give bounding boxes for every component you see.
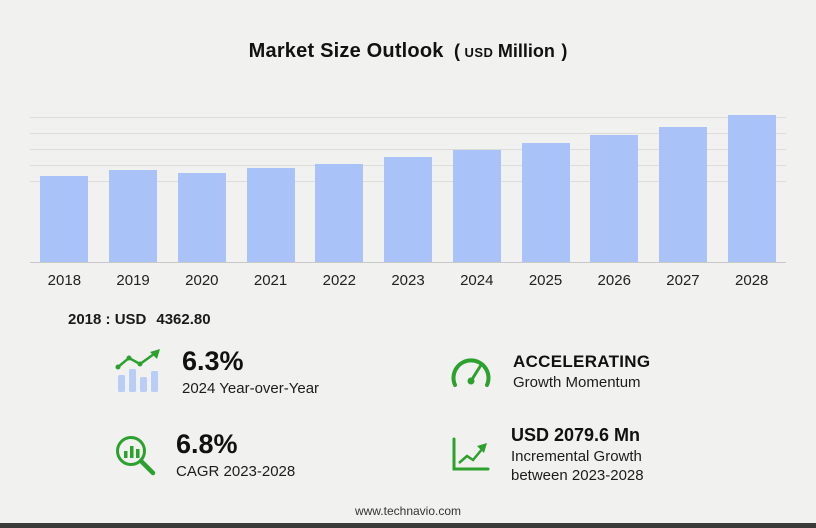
stat-incremental-value: USD 2079.6 Mn: [511, 424, 641, 445]
bar-2022: [315, 164, 364, 262]
bar-2019: [109, 170, 158, 262]
bar-slot-2027: [649, 113, 718, 262]
stat-cagr-value: 6.8%: [176, 428, 238, 459]
bar-slot-2023: [374, 113, 443, 262]
bar-2023: [384, 157, 433, 262]
bottom-edge-bar: [0, 523, 816, 528]
stat-yoy: 6.3% 2024 Year-over-Year: [112, 346, 447, 399]
stat-momentum-value: ACCELERATING: [513, 351, 651, 371]
bar-2024: [452, 150, 501, 262]
market-size-bar-chart: 2018 2019 2020 2021 2022 2023 2024 2025 2026 2027…: [30, 113, 786, 289]
stat-momentum-label: Growth Momentum: [513, 374, 641, 392]
stat-incremental-label: Incremental Growth between 2023-2028: [511, 448, 644, 485]
bar-slot-2018: [30, 113, 99, 262]
bar-slot-2020: [167, 113, 236, 262]
stat-yoy-label: 2024 Year-over-Year: [182, 380, 320, 398]
title-open-paren: (: [454, 41, 461, 61]
x-label-2025: 2025: [528, 272, 563, 289]
x-label-2019: 2019: [116, 272, 150, 289]
chart-x-axis-labels: 2018 2019 2020 2021 2022 2023 2024 2025 2026 2027…: [30, 272, 786, 289]
bar-2025: [521, 143, 570, 262]
cagr-magnifier-icon: [112, 432, 158, 478]
bar-slot-2022: [305, 113, 374, 262]
bar-2028: [727, 115, 776, 262]
x-label-2026: 2026: [597, 272, 631, 289]
base-year-label: 2018 : USD: [68, 311, 147, 328]
stat-cagr: 6.8% CAGR 2023-2028: [112, 425, 447, 486]
x-label-2023: 2023: [391, 272, 425, 289]
x-label-2020: 2020: [185, 272, 219, 289]
x-label-2028: 2028: [735, 272, 769, 289]
x-label-2027: 2027: [666, 272, 700, 289]
chart-plot-area: [30, 113, 786, 263]
x-label-2021: 2021: [253, 272, 288, 289]
stat-cagr-label: CAGR 2023-2028: [176, 463, 296, 481]
bar-slot-2028: [717, 113, 786, 262]
yoy-growth-icon: [112, 349, 164, 395]
bar-2021: [246, 168, 295, 262]
x-label-2022: 2022: [322, 272, 356, 289]
stat-incremental: USD 2079.6 Mn Incremental Growth between…: [447, 425, 776, 486]
bar-slot-2024: [442, 113, 511, 262]
x-label-2024: 2024: [460, 272, 494, 289]
title-currency: USD: [464, 45, 494, 60]
chart-bars: [30, 113, 786, 262]
bar-2027: [658, 127, 707, 262]
title-main: Market Size Outlook: [248, 40, 444, 62]
bar-slot-2026: [580, 113, 649, 262]
x-label-2018: 2018: [47, 272, 82, 289]
stat-yoy-value: 6.3%: [182, 346, 244, 376]
page-title: Market Size Outlook ( USD Million ): [0, 0, 816, 63]
stat-momentum: ACCELERATING Growth Momentum: [447, 346, 776, 399]
bar-slot-2025: [511, 113, 580, 262]
stats-grid: 6.3% 2024 Year-over-Year ACCELERATING Gr…: [0, 328, 816, 486]
bar-2026: [590, 135, 639, 262]
title-unit: Million: [497, 41, 555, 61]
footer-url: www.technavio.com: [354, 504, 462, 518]
bar-2018: [40, 176, 89, 262]
base-year-note: 2018 : USD 4362.80: [68, 311, 816, 328]
base-year-value: 4362.80: [156, 311, 211, 328]
speedometer-icon: [447, 352, 495, 392]
title-close-paren: ): [561, 41, 568, 61]
bar-2020: [177, 173, 226, 262]
bar-slot-2019: [99, 113, 168, 262]
bar-slot-2021: [236, 113, 305, 262]
incremental-growth-icon: [447, 434, 493, 476]
